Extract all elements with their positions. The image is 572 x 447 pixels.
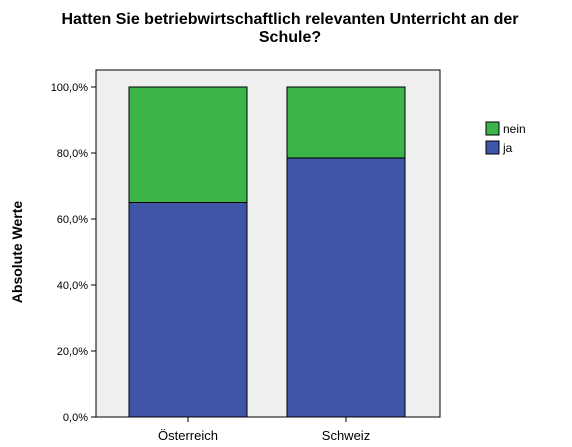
y-tick-label: 20,0% (57, 346, 88, 358)
chart-title-line-1: Hatten Sie betriebwirtschaftlich relevan… (61, 11, 518, 28)
y-tick-label: 0,0% (63, 412, 88, 424)
x-axis-ticks: Österreich Schweiz (158, 417, 370, 443)
legend: nein ja (485, 121, 526, 155)
y-axis-ticks: 0,0% 20,0% 40,0% 60,0% 80,0% 100,0% (51, 82, 96, 424)
y-tick-label: 100,0% (51, 82, 89, 94)
legend-swatch-ja (485, 140, 500, 155)
chart-title-line-2: Schule? (259, 29, 321, 46)
bar-segment-nein (286, 86, 406, 159)
chart-title: Hatten Sie betriebwirtschaftlich relevan… (61, 11, 518, 46)
y-tick-label: 80,0% (57, 148, 88, 160)
x-tick-label: Schweiz (322, 428, 370, 443)
legend-swatch-nein (485, 121, 500, 136)
bar-segment-nein (128, 86, 248, 203)
y-axis-label: Absolute Werte (9, 201, 25, 304)
y-tick-label: 40,0% (57, 280, 88, 292)
y-tick-label: 60,0% (57, 214, 88, 226)
bar-segment-ja (286, 157, 406, 418)
legend-label-nein: nein (503, 122, 526, 136)
bar-segment-ja (128, 202, 248, 418)
bars-group (128, 86, 406, 418)
x-tick-label: Österreich (158, 428, 218, 443)
legend-label-ja: ja (502, 141, 513, 155)
